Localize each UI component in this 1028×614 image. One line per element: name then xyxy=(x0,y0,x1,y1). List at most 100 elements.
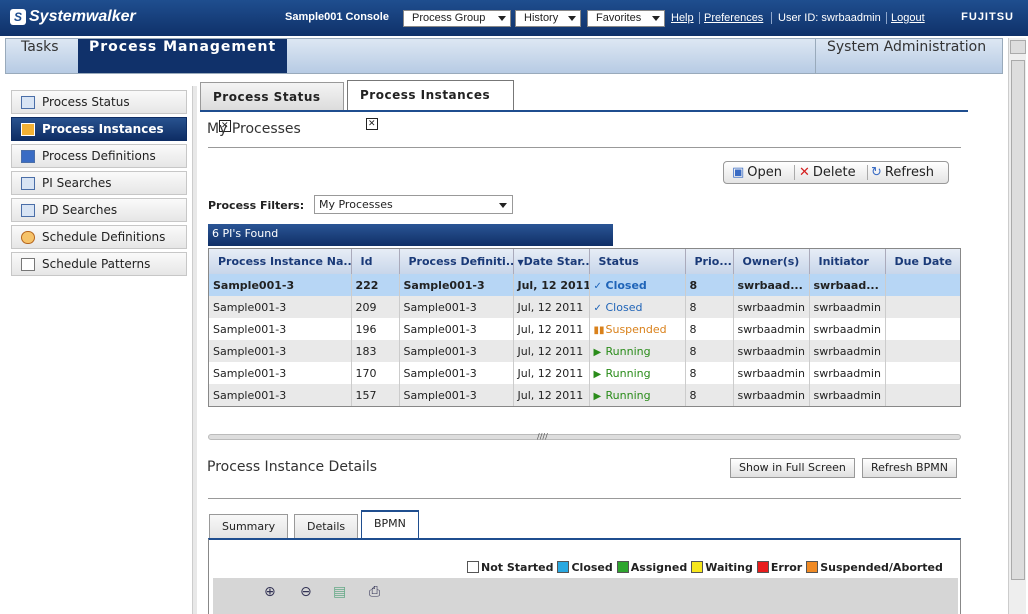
column-header[interactable]: Initiator xyxy=(809,249,886,274)
table-row[interactable]: Sample001-3 196 Sample001-3 Jul, 12 2011 ▮▮S… xyxy=(209,318,960,340)
preferences-link[interactable]: Preferences xyxy=(704,12,764,24)
table-cell: Jul, 12 2011 xyxy=(513,384,590,406)
process-filter-select[interactable]: My Processes xyxy=(314,195,513,214)
table-cell: 222 xyxy=(351,274,400,296)
table-cell xyxy=(885,362,960,384)
refresh-icon: ↻ xyxy=(871,165,882,180)
sidebar-item-schedule-definitions[interactable]: Schedule Definitions xyxy=(11,225,187,249)
sidebar-item-pi-searches[interactable]: PI Searches xyxy=(11,171,187,195)
table-row[interactable]: Sample001-3 157 Sample001-3 Jul, 12 2011 ▶ Ru… xyxy=(209,384,960,406)
table-row[interactable]: Sample001-3 183 Sample001-3 Jul, 12 2011 ▶ Ru… xyxy=(209,340,960,362)
table-header: Process Instance Na... Id Process Definiti… xyxy=(209,249,960,274)
legend-label: Waiting xyxy=(705,561,753,574)
legend-swatch xyxy=(756,561,769,573)
delete-icon: ✕ xyxy=(799,165,810,180)
sidebar-splitter[interactable] xyxy=(192,86,197,614)
process-group-label: Process Group xyxy=(412,12,486,24)
column-header[interactable]: Due Date xyxy=(885,249,960,274)
open-button[interactable]: ▣ Open xyxy=(732,165,782,180)
fit-page-icon[interactable]: ▤ xyxy=(333,584,347,600)
user-id: User ID: swrbaadmin xyxy=(778,12,881,24)
column-header[interactable]: Owner(s) xyxy=(733,249,810,274)
panel-resize-bar[interactable]: //// xyxy=(208,432,961,441)
legend-label: Closed xyxy=(571,561,613,574)
tab-summary[interactable]: Summary xyxy=(209,514,289,539)
sidebar-item-label: Schedule Patterns xyxy=(42,257,151,271)
sidebar-item-process-definitions[interactable]: Process Definitions xyxy=(11,144,187,168)
tab-system-administration[interactable]: System Administration xyxy=(815,39,997,73)
column-header[interactable]: Status xyxy=(589,249,686,274)
column-header[interactable]: Id xyxy=(351,249,400,274)
table-cell: Sample001-3 xyxy=(399,274,514,296)
status-label: Running xyxy=(605,388,651,402)
close-icon[interactable]: ✕ xyxy=(219,119,231,132)
table-cell: Sample001-3 xyxy=(399,318,514,340)
tab-bpmn[interactable]: BPMN xyxy=(361,510,419,539)
zoom-out-icon[interactable]: ⊖ xyxy=(300,584,312,600)
scroll-thumb[interactable] xyxy=(1011,60,1025,580)
legend-item: Assigned xyxy=(616,561,691,574)
legend-swatch xyxy=(467,561,479,573)
column-header-label: Owner(s) xyxy=(742,255,800,268)
details-title: Process Instance Details xyxy=(207,459,378,475)
status-label: Closed xyxy=(605,300,643,314)
export-icon[interactable]: ⎙ xyxy=(369,584,381,600)
favorites-menu[interactable]: Favorites xyxy=(587,10,665,27)
refresh-button[interactable]: ↻ Refresh xyxy=(871,165,934,180)
column-header[interactable]: Process Instance Na... xyxy=(209,249,352,274)
logout-link[interactable]: Logout xyxy=(891,12,925,24)
sidebar: Process Status Process Instances Process… xyxy=(11,90,187,279)
legend-swatch xyxy=(616,561,629,573)
table-cell: ▶ Running xyxy=(589,384,686,406)
table-cell: Jul, 12 2011 xyxy=(513,340,590,362)
scroll-up-button[interactable] xyxy=(1010,40,1026,54)
table-cell: 8 xyxy=(685,274,734,296)
column-header-label: Prio... xyxy=(694,255,732,268)
table-row[interactable]: Sample001-3 170 Sample001-3 Jul, 12 2011 ▶ Ru… xyxy=(209,362,960,384)
legend-item: Closed xyxy=(557,561,616,574)
history-menu[interactable]: History xyxy=(515,10,581,27)
sidebar-item-process-instances[interactable]: Process Instances xyxy=(11,117,187,141)
tab-process-management[interactable]: Process Management xyxy=(78,39,288,73)
open-icon: ▣ xyxy=(732,165,745,180)
table-cell: ▶ Running xyxy=(589,340,686,362)
close-icon[interactable]: ✕ xyxy=(366,117,378,130)
sidebar-item-process-status[interactable]: Process Status xyxy=(11,90,187,114)
table-cell: 8 xyxy=(685,384,734,406)
tab-process-status[interactable]: Process Status ✕ xyxy=(200,82,344,132)
process-group-menu[interactable]: Process Group xyxy=(403,10,511,27)
column-header-label: Initiator xyxy=(818,255,869,268)
table-cell: ✓ Closed xyxy=(589,274,686,296)
tab-details[interactable]: Details xyxy=(294,514,359,539)
page-scrollbar[interactable] xyxy=(1008,38,1026,614)
delete-button[interactable]: ✕ Delete xyxy=(799,165,856,180)
tab-tasks[interactable]: Tasks xyxy=(21,39,59,55)
bpmn-toolbar: ⊕ ⊖ ▤ ⎙ xyxy=(213,578,958,614)
tab-process-instances[interactable]: Process Instances ✕ xyxy=(347,80,514,130)
refresh-label: Refresh xyxy=(884,165,934,180)
table-cell: 8 xyxy=(685,340,734,362)
brand-logo: S Systemwalker xyxy=(10,8,136,26)
help-link[interactable]: Help xyxy=(671,12,694,24)
column-header-label: Due Date xyxy=(894,255,953,268)
table-cell: swrbaad... xyxy=(809,274,886,296)
table-row[interactable]: Sample001-3 222 Sample001-3 Jul, 12 2011 ✓ Cl… xyxy=(209,274,960,296)
show-full-screen-button[interactable]: Show in Full Screen xyxy=(730,458,855,478)
table-cell: swrbaadmin xyxy=(809,384,886,406)
legend-swatch xyxy=(557,561,570,573)
play-icon: ▶ xyxy=(593,368,602,380)
legend-label: Assigned xyxy=(630,561,688,574)
sidebar-item-schedule-patterns[interactable]: Schedule Patterns xyxy=(11,252,187,276)
sidebar-item-pd-searches[interactable]: PD Searches xyxy=(11,198,187,222)
tab-label: Process Instances xyxy=(360,88,491,102)
table-row[interactable]: Sample001-3 209 Sample001-3 Jul, 12 2011 ✓ Cl… xyxy=(209,296,960,318)
column-header[interactable]: Process Definiti... xyxy=(399,249,514,274)
table-cell: ✓ Closed xyxy=(589,296,686,318)
column-header[interactable]: ▼Date Star... xyxy=(513,249,590,274)
table-cell: Sample001-3 xyxy=(399,340,514,362)
zoom-in-icon[interactable]: ⊕ xyxy=(264,584,276,600)
column-header[interactable]: Prio... xyxy=(685,249,734,274)
table-cell: Sample001-3 xyxy=(209,340,352,362)
refresh-bpmn-button[interactable]: Refresh BPMN xyxy=(862,458,957,478)
filter-label: Process Filters: xyxy=(208,199,305,212)
